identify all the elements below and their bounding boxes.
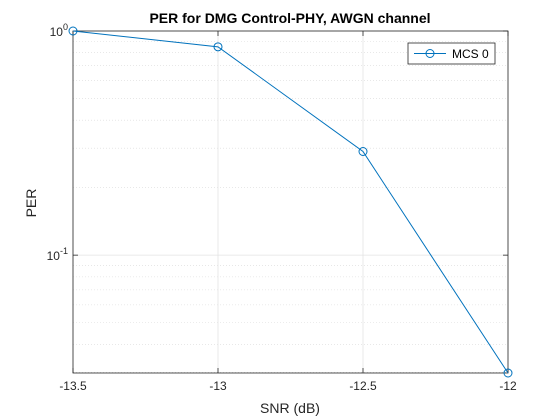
legend-label: MCS 0: [452, 47, 489, 61]
legend: MCS 0: [407, 42, 496, 65]
data-point: [213, 42, 223, 52]
data-point: [503, 368, 513, 378]
x-tick-label: -12: [499, 379, 517, 393]
series-layer: [68, 26, 513, 378]
series-line: [72, 30, 509, 374]
y-axis: 100 10-1: [47, 22, 508, 263]
data-point: [68, 26, 78, 36]
plot-area: [73, 31, 508, 373]
y-tick-label: 100: [50, 22, 68, 39]
x-tick-label: -13.5: [59, 379, 87, 393]
legend-box: [407, 42, 496, 65]
x-axis: -13.5 -13 -12.5 -12: [59, 31, 517, 393]
y-tick-label: 10-1: [47, 246, 68, 263]
data-point: [358, 147, 368, 157]
x-axis-label: SNR (dB): [260, 400, 320, 416]
legend-marker: [425, 49, 435, 58]
minor-grid: [73, 40, 508, 373]
axes-box: [72, 30, 509, 374]
x-tick-label: -13: [209, 379, 227, 393]
chart-title: PER for DMG Control-PHY, AWGN channel: [149, 10, 430, 26]
axes-frame: [72, 30, 509, 374]
y-axis-label: PER: [23, 189, 39, 218]
x-tick-label: -12.5: [349, 379, 377, 393]
